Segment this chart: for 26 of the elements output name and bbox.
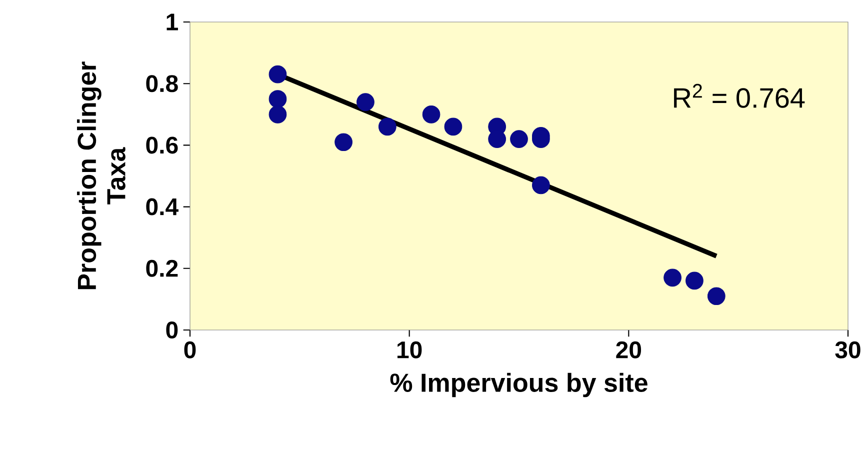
point (444, 118, 462, 136)
point (510, 130, 528, 148)
point (378, 118, 396, 136)
x-tick-label: 30 (835, 341, 860, 358)
y-tick-label: 1 (166, 14, 178, 30)
y-tick-label: 0.8 (146, 75, 178, 92)
y-axis-title: Proportion Clinger Taxa (77, 62, 126, 290)
x-tick-label: 10 (397, 341, 422, 358)
point (422, 105, 440, 124)
point (664, 268, 682, 287)
point (356, 93, 374, 112)
point (532, 176, 550, 194)
y-tick-label: 0 (166, 321, 178, 338)
x-tick-label: 0 (184, 341, 196, 358)
y-tick-label: 0.4 (146, 198, 178, 216)
x-tick-label: 20 (616, 341, 642, 358)
x-axis-title: % Impervious by site (390, 372, 648, 398)
y-tick-label: 0.6 (146, 136, 178, 154)
annotation: R$^{2}$ = 0.764 (674, 84, 805, 108)
point (268, 105, 287, 124)
point (268, 65, 287, 84)
point (686, 272, 704, 290)
y-tick-label: 0.2 (146, 260, 178, 277)
point (707, 287, 726, 306)
point (268, 90, 287, 108)
point (334, 133, 352, 152)
